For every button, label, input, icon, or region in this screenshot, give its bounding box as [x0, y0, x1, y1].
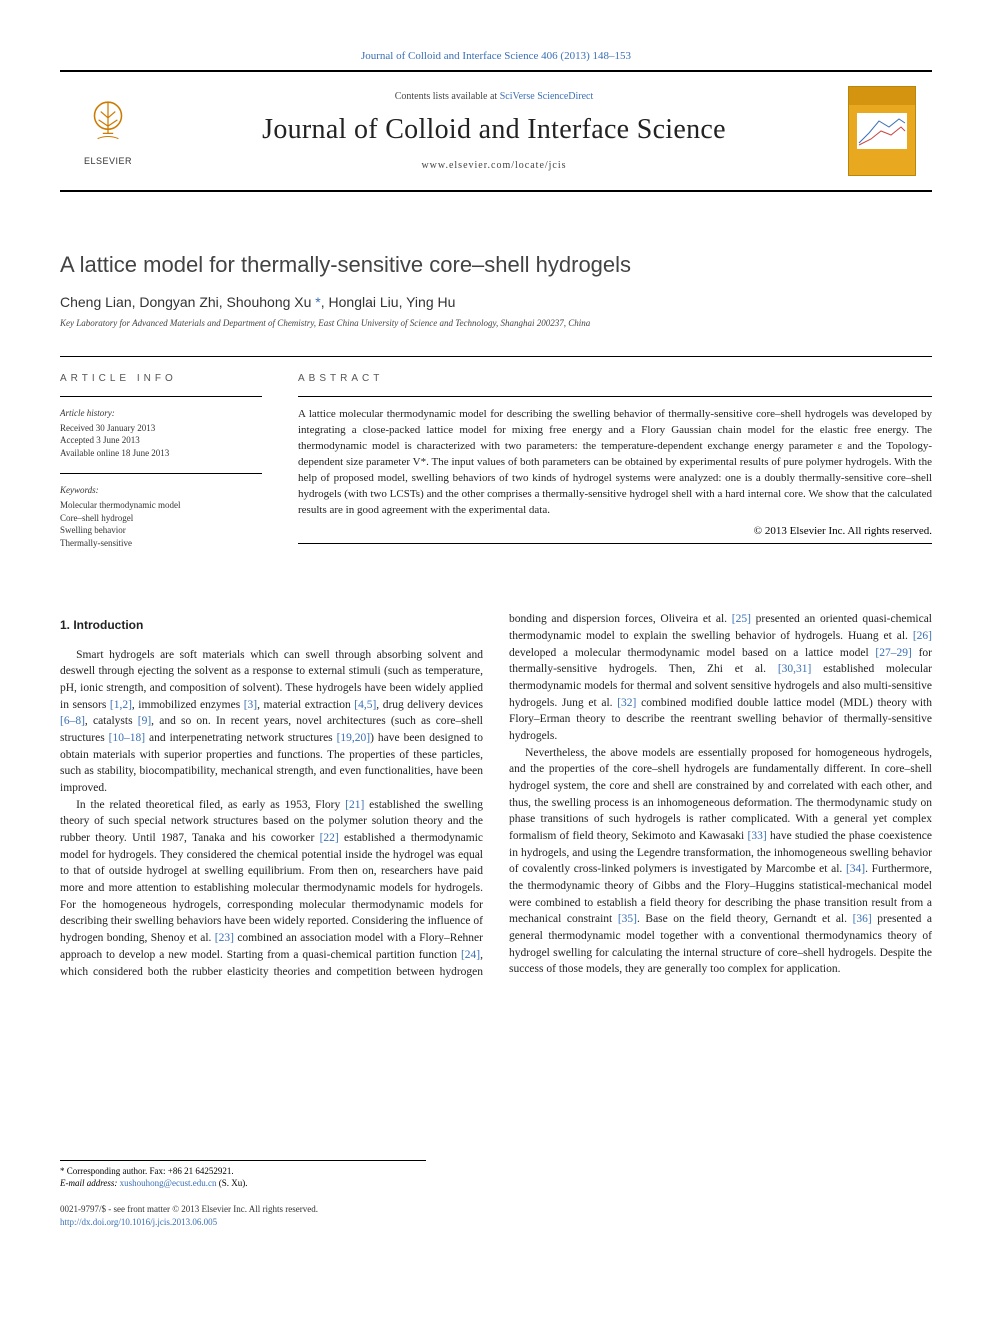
corresponding-email[interactable]: xushouhong@ecust.edu.cn — [120, 1178, 217, 1188]
ref-link[interactable]: [9] — [138, 715, 151, 727]
ref-link[interactable]: [36] — [853, 913, 872, 925]
abstract-bottom-divider — [298, 543, 932, 544]
ref-link[interactable]: [25] — [732, 613, 751, 625]
footnote-corr: * Corresponding author. Fax: +86 21 6425… — [60, 1165, 426, 1177]
keyword: Molecular thermodynamic model — [60, 499, 262, 512]
front-matter-line: 0021-9797/$ - see front matter © 2013 El… — [60, 1203, 932, 1215]
abstract-heading: ABSTRACT — [298, 373, 932, 384]
authors-before-corr: Cheng Lian, Dongyan Zhi, Shouhong Xu — [60, 294, 311, 310]
ref-link[interactable]: [23] — [215, 932, 234, 944]
journal-header: ELSEVIER Contents lists available at Sci… — [60, 70, 932, 192]
ref-link[interactable]: [26] — [913, 630, 932, 642]
sciencedirect-link[interactable]: SciVerse ScienceDirect — [500, 91, 594, 102]
abstract-text: A lattice molecular thermodynamic model … — [298, 407, 932, 519]
corresponding-marker[interactable]: * — [311, 294, 320, 310]
ref-link[interactable]: [4,5] — [354, 699, 376, 711]
contents-prefix: Contents lists available at — [395, 91, 500, 102]
received-date: Received 30 January 2013 — [60, 422, 262, 435]
article-footer-meta: 0021-9797/$ - see front matter © 2013 El… — [60, 1203, 932, 1227]
body-paragraph: Nevertheless, the above models are essen… — [509, 745, 932, 978]
ref-link[interactable]: [32] — [617, 697, 636, 709]
authors-after-corr: , Honglai Liu, Ying Hu — [321, 294, 456, 310]
accepted-date: Accepted 3 June 2013 — [60, 434, 262, 447]
elsevier-tree-icon — [82, 97, 134, 149]
contents-available-line: Contents lists available at SciVerse Sci… — [160, 91, 828, 102]
ref-link[interactable]: [10–18] — [109, 732, 145, 744]
article-body: 1. Introduction Smart hydrogels are soft… — [60, 611, 932, 980]
article-title: A lattice model for thermally-sensitive … — [60, 252, 932, 278]
available-date: Available online 18 June 2013 — [60, 447, 262, 460]
abstract-copyright: © 2013 Elsevier Inc. All rights reserved… — [298, 525, 932, 537]
article-info-column: ARTICLE INFO Article history: Received 3… — [60, 357, 280, 579]
keyword: Core–shell hydrogel — [60, 512, 262, 525]
cover-header — [849, 87, 915, 105]
publisher-logo[interactable]: ELSEVIER — [76, 97, 140, 166]
section-heading: 1. Introduction — [60, 617, 483, 634]
ref-link[interactable]: [21] — [345, 799, 364, 811]
ref-link[interactable]: [1,2] — [110, 699, 132, 711]
header-center: Contents lists available at SciVerse Sci… — [160, 91, 828, 171]
keywords-label: Keywords: — [60, 484, 262, 497]
abstract-column: ABSTRACT A lattice molecular thermodynam… — [280, 357, 932, 579]
author-affiliation: Key Laboratory for Advanced Materials an… — [60, 318, 932, 328]
ref-link[interactable]: [35] — [618, 913, 637, 925]
ref-link[interactable]: [30,31] — [778, 663, 812, 675]
footnote-email-line: E-mail address: xushouhong@ecust.edu.cn … — [60, 1177, 426, 1189]
journal-citation-link[interactable]: Journal of Colloid and Interface Science… — [60, 50, 932, 62]
cover-graph — [857, 113, 907, 149]
keyword: Swelling behavior — [60, 524, 262, 537]
corresponding-footnote: * Corresponding author. Fax: +86 21 6425… — [60, 1160, 426, 1189]
publisher-name: ELSEVIER — [76, 156, 140, 166]
info-divider — [60, 396, 262, 397]
journal-cover-thumbnail[interactable] — [848, 86, 916, 176]
history-label: Article history: — [60, 407, 262, 420]
abstract-divider — [298, 396, 932, 397]
keyword: Thermally-sensitive — [60, 537, 262, 550]
info-divider-2 — [60, 473, 262, 474]
email-suffix: (S. Xu). — [216, 1178, 247, 1188]
author-list: Cheng Lian, Dongyan Zhi, Shouhong Xu *, … — [60, 294, 932, 310]
ref-link[interactable]: [6–8] — [60, 715, 85, 727]
article-page: Journal of Colloid and Interface Science… — [0, 0, 992, 1258]
info-abstract-section: ARTICLE INFO Article history: Received 3… — [60, 356, 932, 579]
ref-link[interactable]: [33] — [748, 830, 767, 842]
journal-title: Journal of Colloid and Interface Science — [160, 114, 828, 146]
ref-link[interactable]: [19,20] — [337, 732, 371, 744]
email-label: E-mail address: — [60, 1178, 120, 1188]
ref-link[interactable]: [34] — [846, 863, 865, 875]
article-info-heading: ARTICLE INFO — [60, 373, 262, 384]
ref-link[interactable]: [3] — [244, 699, 257, 711]
ref-link[interactable]: [22] — [320, 832, 339, 844]
doi-link[interactable]: http://dx.doi.org/10.1016/j.jcis.2013.06… — [60, 1216, 932, 1228]
ref-link[interactable]: [27–29] — [875, 647, 911, 659]
ref-link[interactable]: [24] — [461, 949, 480, 961]
journal-homepage-url[interactable]: www.elsevier.com/locate/jcis — [160, 160, 828, 171]
body-paragraph: Smart hydrogels are soft materials which… — [60, 647, 483, 797]
